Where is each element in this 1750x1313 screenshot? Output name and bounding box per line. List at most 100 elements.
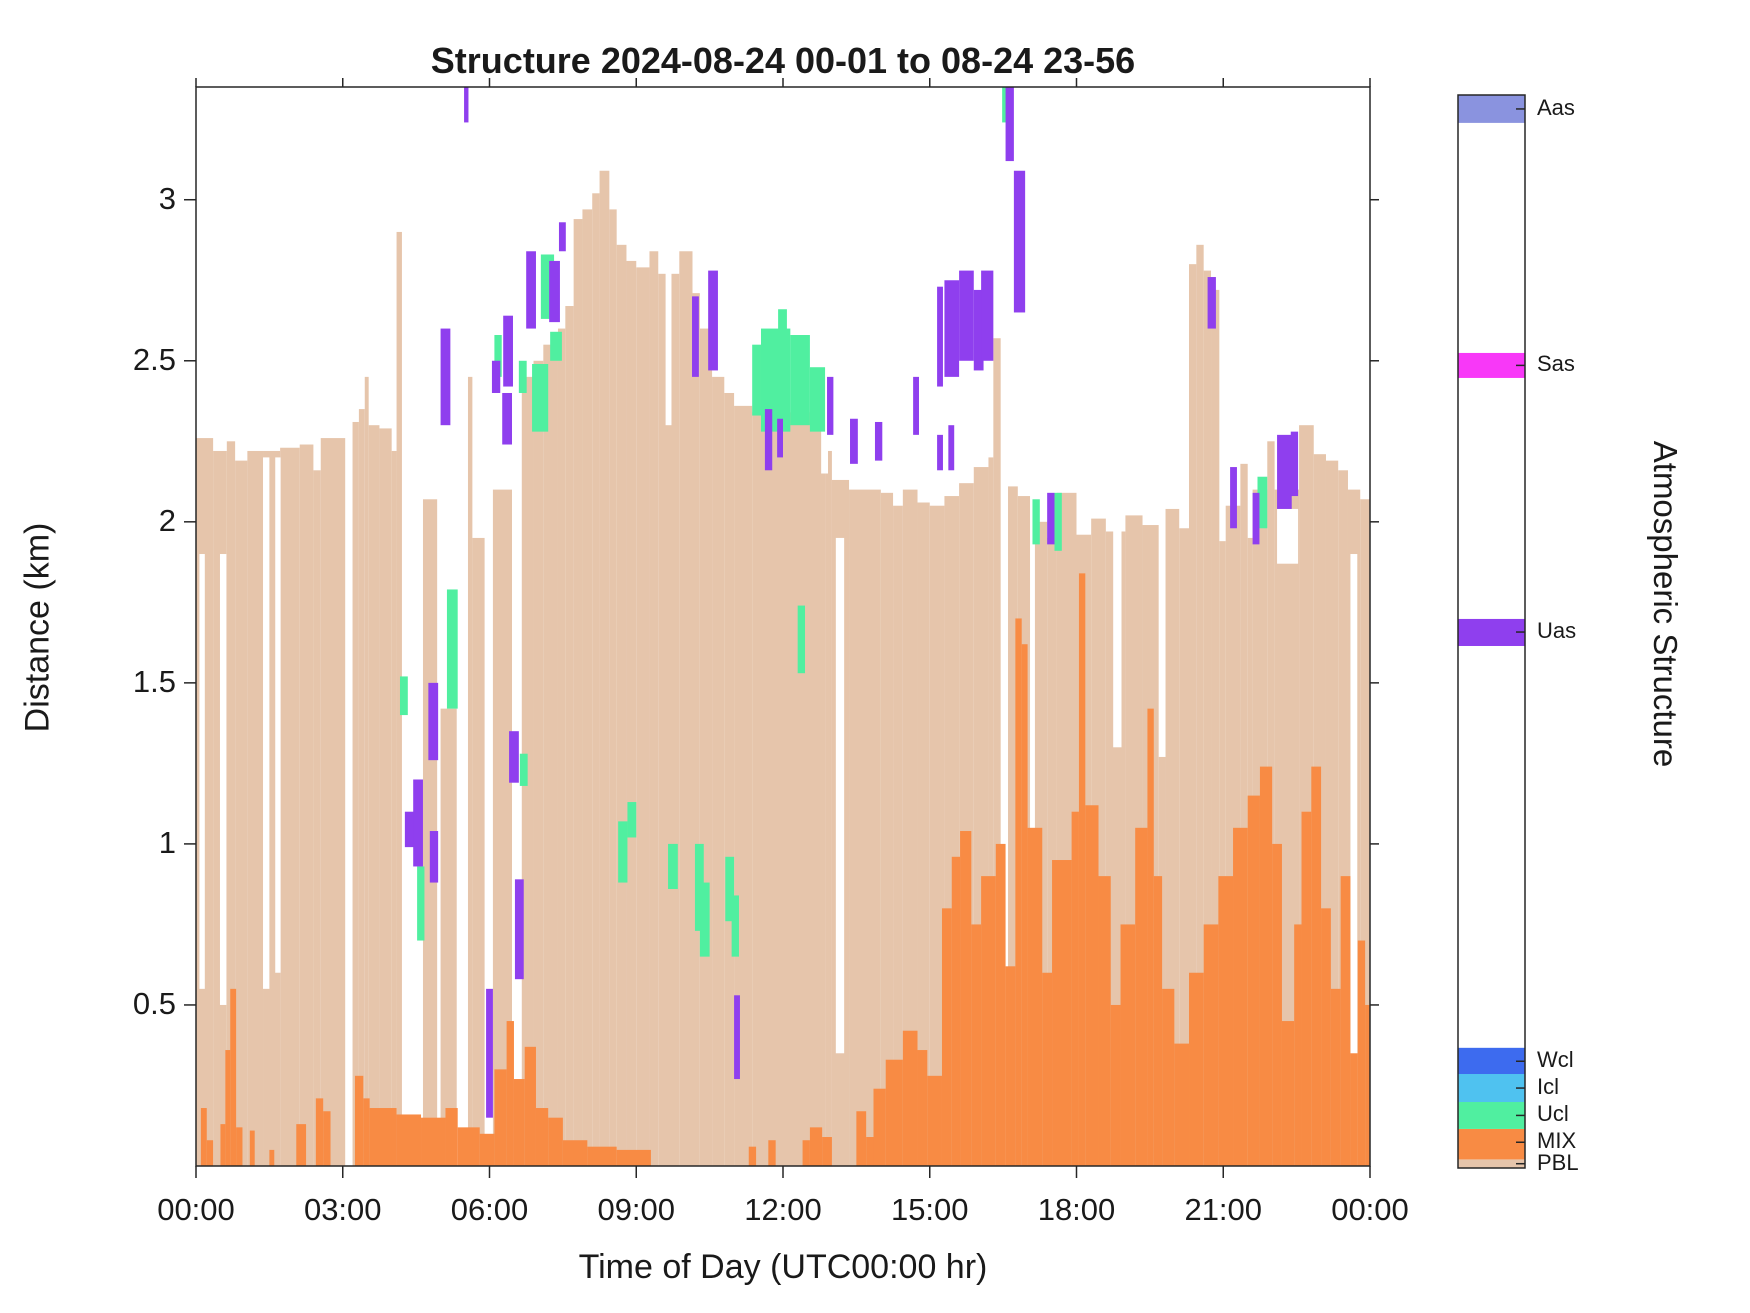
mix-bar [1311, 766, 1322, 1166]
ucl-patch [618, 821, 628, 883]
mix-bar [494, 1069, 507, 1166]
mix-bar [1098, 876, 1111, 1166]
pbl-bar [573, 219, 583, 1167]
mix-bar [524, 1046, 536, 1166]
mix-bar [927, 1075, 942, 1166]
ucl-patch [731, 895, 739, 957]
uas-patch [973, 289, 984, 371]
mix-bar [971, 924, 982, 1166]
mix-bar [941, 908, 952, 1166]
uas-patch [692, 296, 699, 377]
ucl-patch [519, 753, 528, 786]
x-tick-label: 00:00 [1331, 1192, 1409, 1227]
ucl-patch [518, 360, 527, 393]
mix-bar [885, 1059, 903, 1166]
pbl-bar [592, 193, 600, 1166]
mix-bar [1174, 1043, 1190, 1166]
ucl-patch [494, 335, 502, 377]
pbl-bar [679, 251, 693, 1166]
pbl-bar [988, 457, 994, 1167]
pbl-bar [1203, 270, 1212, 1166]
mix-bar [1027, 827, 1043, 1166]
ucl-patch [668, 843, 678, 890]
uas-patch [708, 270, 718, 371]
colorbar-tick-label-wcl: Wcl [1537, 1047, 1574, 1073]
pbl-gap [821, 392, 829, 474]
mix-bar [315, 1098, 324, 1166]
mix-bar [396, 1114, 422, 1166]
mix-bar [236, 1127, 243, 1166]
uas-patch [1047, 492, 1055, 545]
mix-bar [1340, 876, 1351, 1166]
mix-bar [369, 1108, 397, 1166]
pbl-bar [391, 450, 397, 1166]
mix-bar [1321, 908, 1331, 1166]
pbl-bar [1211, 289, 1220, 1167]
y-tick-label: 2 [158, 502, 176, 538]
pbl-bar [472, 537, 485, 1166]
pbl-bar [1219, 541, 1226, 1166]
pbl-bar [902, 489, 918, 1166]
pbl-gap [263, 457, 270, 989]
pbl-bar [649, 251, 659, 1166]
mix-bar [323, 1111, 331, 1166]
pbl-bar [609, 209, 617, 1166]
mix-bar [1135, 827, 1148, 1166]
ucl-patch [399, 676, 408, 716]
mix-bar [1042, 972, 1053, 1166]
pbl-bar [692, 293, 700, 1166]
pbl-bar [893, 505, 903, 1166]
uas-patch [429, 831, 439, 883]
pbl-bar [929, 505, 945, 1166]
ucl-patch [809, 367, 826, 432]
x-tick-label: 09:00 [597, 1192, 676, 1227]
colorbar-tick-label-uas: Uas [1537, 618, 1577, 644]
uas-patch [1252, 492, 1260, 545]
pbl-bar [543, 344, 558, 1166]
pbl-bar [533, 360, 544, 1166]
mix-bar [548, 1117, 563, 1166]
y-tick-label: 2.5 [132, 341, 176, 377]
mix-bar [822, 1137, 832, 1166]
mix-bar [445, 1108, 458, 1166]
ucl-patch [752, 344, 761, 416]
mix-bar [1357, 940, 1366, 1166]
mix-bar [1350, 1053, 1358, 1166]
pbl-bar [557, 328, 566, 1167]
y-axis-label: Distance (km) [18, 522, 57, 733]
ucl-patch [627, 802, 637, 838]
colorbar-segment-mix [1458, 1128, 1525, 1160]
pbl-bar [993, 338, 1001, 1166]
mix-bar [866, 1137, 874, 1166]
y-tick-label: 0.5 [132, 985, 176, 1021]
pbl-gap [275, 457, 281, 973]
mix-bar [1330, 988, 1341, 1166]
mix-bar [1078, 573, 1086, 1166]
pbl-bar [849, 489, 881, 1166]
ucl-patch [417, 866, 425, 941]
pbl-bar [1158, 756, 1166, 1166]
pbl-bar [320, 438, 346, 1166]
pbl-bar [1240, 463, 1248, 1166]
y-tick-label: 3 [158, 180, 176, 216]
x-tick-label: 21:00 [1184, 1192, 1263, 1227]
pbl-bar [599, 170, 610, 1166]
uas-patch [827, 376, 834, 435]
pbl-bar [235, 460, 248, 1166]
x-tick-label: 15:00 [890, 1192, 969, 1227]
colorbar-tick-label-aas: Aas [1537, 94, 1575, 120]
ucl-patch [446, 589, 458, 709]
pbl-bar [379, 428, 392, 1166]
mix-bar [1272, 843, 1282, 1166]
ucl-patch [1032, 499, 1040, 545]
colorbar-segment-icl [1458, 1074, 1525, 1103]
uas-patch [1013, 170, 1026, 313]
mix-bar [1247, 795, 1260, 1166]
mix-bar [535, 1108, 549, 1166]
pbl-bar [1196, 244, 1204, 1167]
pbl-bar [917, 502, 930, 1167]
mix-bar [249, 1130, 255, 1166]
uas-patch [1290, 431, 1299, 497]
uas-patch [1005, 87, 1014, 162]
